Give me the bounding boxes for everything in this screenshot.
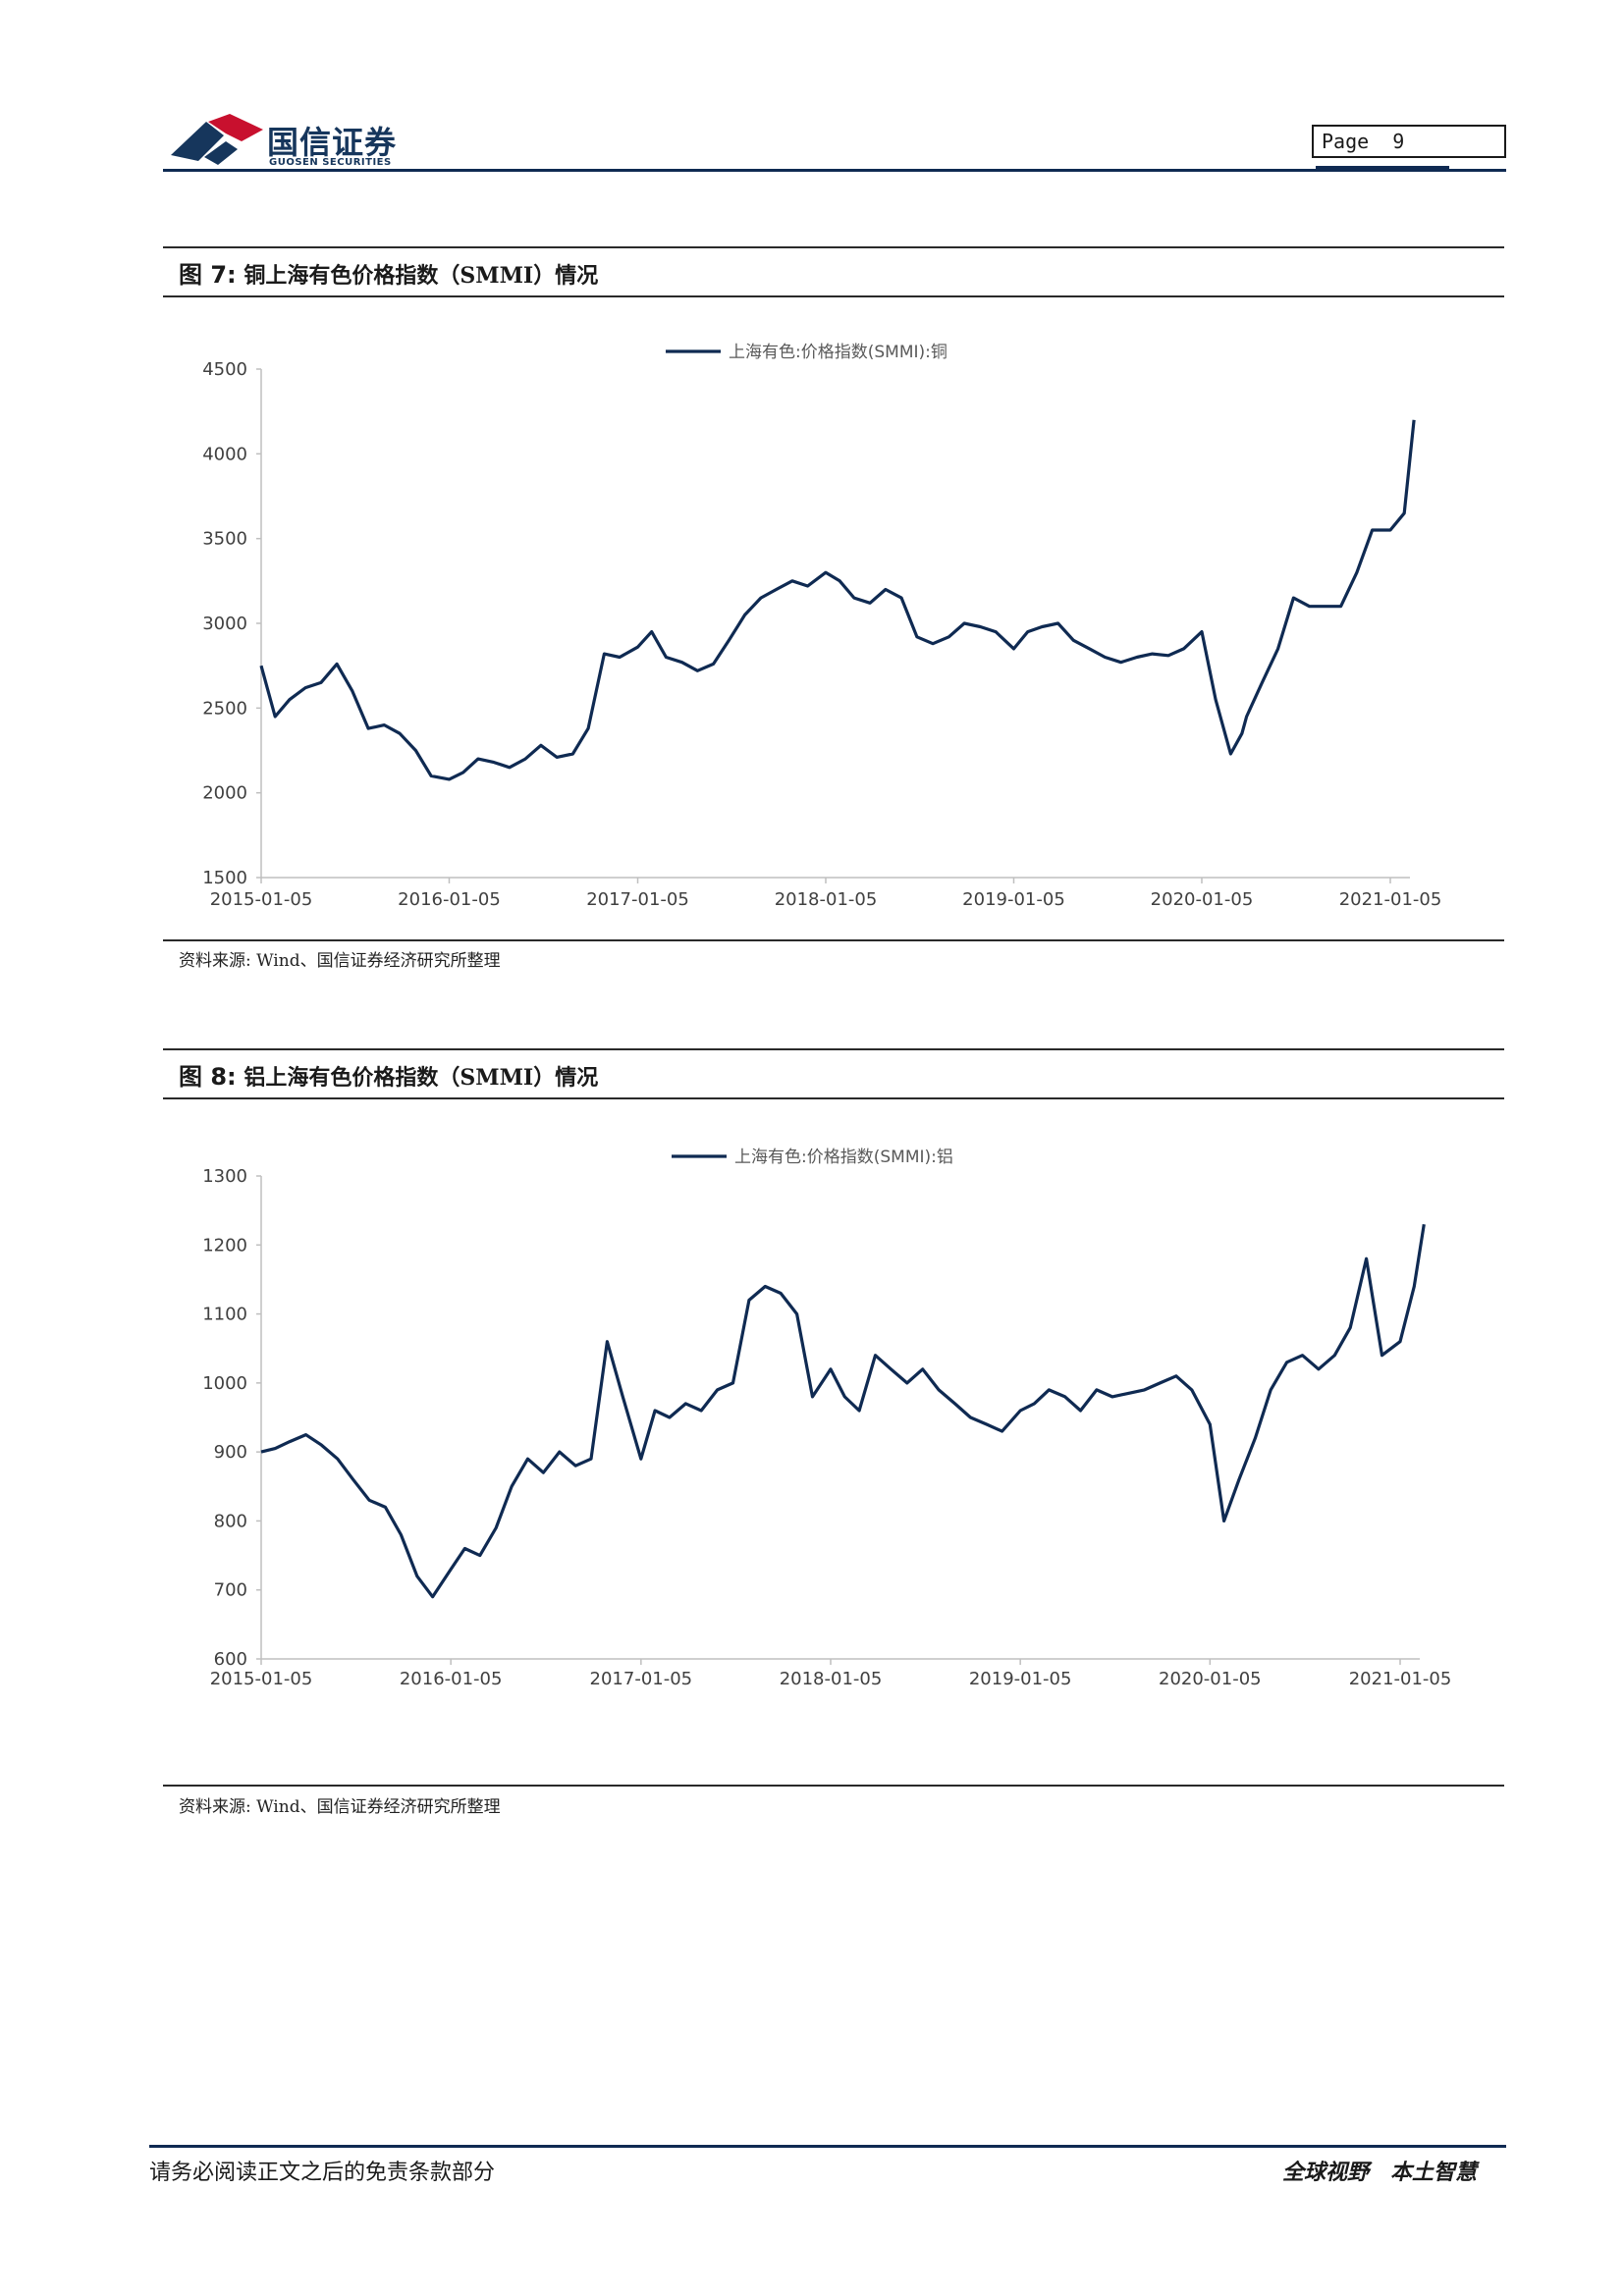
y-tick-label: 2500	[202, 698, 247, 719]
y-tick-label: 900	[214, 1442, 247, 1463]
y-tick-label: 1300	[202, 1166, 247, 1187]
x-tick-label: 2016-01-05	[400, 1669, 503, 1689]
figure8-bottom-rule	[163, 1785, 1504, 1787]
x-tick-label: 2017-01-05	[586, 889, 689, 910]
x-tick-label: 2015-01-05	[210, 1669, 313, 1689]
x-tick-label: 2021-01-05	[1349, 1669, 1452, 1689]
guosen-logo	[169, 112, 405, 171]
x-tick-label: 2015-01-05	[210, 889, 313, 910]
figure7-title-rule	[163, 295, 1504, 297]
y-tick-label: 2000	[202, 783, 247, 804]
x-tick-label: 2020-01-05	[1159, 1669, 1262, 1689]
figure8-title: 图 8: 铝上海有色价格指数（SMMI）情况	[179, 1057, 598, 1092]
y-tick-label: 700	[214, 1580, 247, 1601]
y-tick-label: 3000	[202, 614, 247, 634]
x-tick-label: 2019-01-05	[962, 889, 1065, 910]
figure7-label: 图 7:	[179, 261, 237, 289]
figure7-caption: 铜上海有色价格指数（SMMI）情况	[244, 263, 599, 289]
page-indicator: Page 9	[1312, 125, 1506, 158]
page-label: Page	[1322, 130, 1370, 153]
figure8-source: 资料来源: Wind、国信证券经济研究所整理	[179, 1797, 501, 1817]
figure8-caption: 铝上海有色价格指数（SMMI）情况	[244, 1065, 599, 1091]
legend-label: 上海有色:价格指数(SMMI):铝	[734, 1148, 953, 1167]
logo-mark-icon	[171, 114, 263, 165]
logo-subtext: GUOSEN SECURITIES	[269, 157, 392, 168]
y-tick-label: 1500	[202, 868, 247, 888]
series-line	[259, 419, 1416, 781]
y-tick-label: 600	[214, 1649, 247, 1670]
y-tick-label: 3500	[202, 529, 247, 550]
x-tick-label: 2021-01-05	[1339, 889, 1442, 910]
copper-smmi-chart: 1500 2000 2500 3000 3500 4000 4500 2015-01-05 20…	[202, 343, 1442, 910]
header-divider	[163, 169, 1506, 172]
y-tick-label: 4000	[202, 444, 247, 464]
page-number: 9	[1392, 130, 1405, 153]
footer-slogan: 全球视野 本土智慧	[1282, 2160, 1478, 2185]
figure8-top-rule	[163, 1048, 1504, 1050]
aluminum-smmi-chart: 600 700 800 900 1000 1100 1200 1300 2015-01-05 20…	[202, 1148, 1452, 1689]
x-tick-label: 2019-01-05	[969, 1669, 1072, 1689]
x-tick-label: 2017-01-05	[590, 1669, 693, 1689]
y-tick-label: 1200	[202, 1235, 247, 1255]
x-tick-label: 2020-01-05	[1151, 889, 1254, 910]
figure8-label: 图 8:	[179, 1063, 237, 1091]
y-tick-label: 1100	[202, 1305, 247, 1325]
y-tick-label: 4500	[202, 359, 247, 380]
legend-label: 上海有色:价格指数(SMMI):铜	[729, 343, 947, 362]
footer-divider	[149, 2145, 1506, 2148]
x-tick-label: 2018-01-05	[780, 1669, 883, 1689]
footer-disclaimer: 请务必阅读正文之后的免责条款部分	[149, 2161, 496, 2185]
figure8-title-rule	[163, 1097, 1504, 1099]
logo-text: 国信证券	[267, 124, 398, 161]
figure7-bottom-rule	[163, 939, 1504, 941]
x-tick-label: 2018-01-05	[775, 889, 878, 910]
figure7-source: 资料来源: Wind、国信证券经济研究所整理	[179, 951, 501, 971]
x-tick-label: 2016-01-05	[398, 889, 501, 910]
figure7-top-rule	[163, 246, 1504, 248]
page-box-underline	[1316, 166, 1449, 169]
figure7-title: 图 7: 铜上海有色价格指数（SMMI）情况	[179, 255, 598, 290]
y-tick-label: 1000	[202, 1373, 247, 1394]
series-line	[260, 1223, 1426, 1599]
y-tick-label: 800	[214, 1511, 247, 1531]
